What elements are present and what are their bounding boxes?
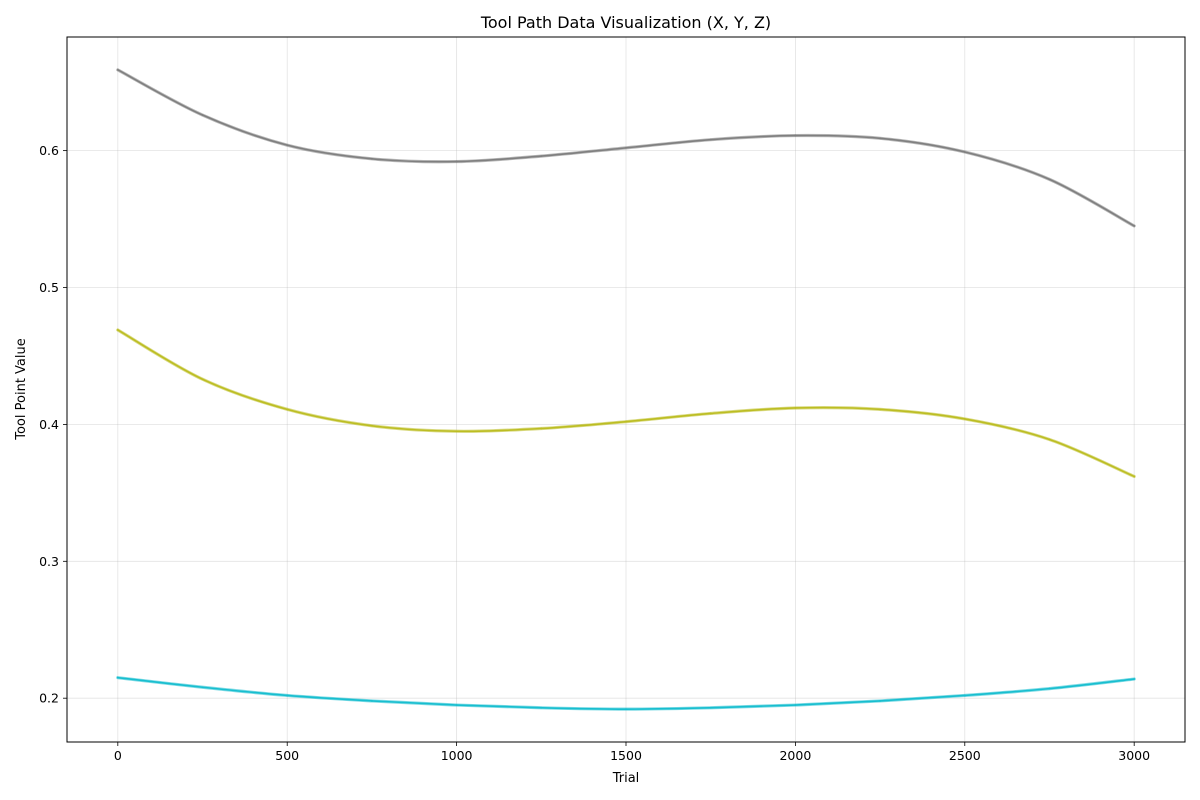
series-3-point	[879, 700, 881, 702]
series-2-point	[116, 329, 119, 331]
y-tick-label: 0.6	[39, 143, 59, 158]
series-1-point	[794, 134, 797, 137]
series-3-point	[455, 704, 458, 706]
series-3-point	[201, 686, 204, 689]
grid	[67, 37, 1185, 742]
series-1-point	[625, 146, 627, 149]
y-tick-label: 0.5	[39, 280, 59, 295]
x-tick-label: 0	[114, 748, 122, 763]
series-2-point	[1133, 475, 1136, 478]
series-1-point	[286, 144, 289, 147]
series-3-point	[794, 704, 797, 706]
y-tick-label: 0.4	[39, 417, 59, 432]
x-tick-label: 1500	[610, 748, 642, 763]
series-1-point	[540, 155, 543, 157]
series-3-point	[709, 706, 712, 709]
y-tick-label: 0.2	[39, 691, 59, 706]
series-1-point	[1133, 225, 1136, 227]
series-1-point	[879, 137, 881, 140]
series-2-point	[455, 430, 458, 433]
series-3-point	[963, 694, 966, 697]
series-3-point	[1048, 687, 1051, 690]
series-2-point	[879, 408, 881, 411]
series-2-point	[540, 427, 543, 430]
series-3-point	[371, 700, 373, 702]
series-2-point	[709, 412, 712, 415]
series-2-point	[1048, 438, 1051, 441]
series-1-point	[455, 160, 458, 163]
y-axis-label: Tool Point Value	[14, 338, 29, 441]
series-1-point	[371, 157, 373, 160]
x-tick-label: 2000	[779, 748, 811, 763]
series-3-point	[625, 708, 627, 711]
x-tick-label: 1000	[441, 748, 473, 763]
series-1-point	[963, 151, 966, 153]
series-1-point	[116, 68, 119, 71]
series-2-point	[286, 408, 289, 411]
x-tick-label: 3000	[1118, 748, 1150, 763]
series-3-point	[540, 706, 543, 709]
series-1-point	[709, 138, 712, 141]
series-2-point	[794, 407, 797, 409]
series-group	[116, 68, 1136, 711]
series-3-point	[1133, 678, 1136, 680]
series-2-point	[963, 418, 966, 420]
series-3-point	[286, 694, 289, 697]
series-3-point	[116, 676, 119, 679]
chart-title: Tool Path Data Visualization (X, Y, Z)	[480, 13, 771, 32]
x-tick-label: 2500	[949, 748, 981, 763]
series-2-point	[371, 424, 373, 427]
y-tick-label: 0.3	[39, 554, 59, 569]
x-tick-label: 500	[275, 748, 299, 763]
series-2-point	[625, 420, 627, 423]
series-2-point	[201, 378, 204, 381]
x-axis-ticks: 0 500 1000 1500 2000 2500 3000	[114, 742, 1150, 763]
x-axis-label: Trial	[612, 771, 640, 786]
series-1-point	[1048, 178, 1051, 181]
y-axis-ticks: 0.2 0.3 0.4 0.5 0.6	[39, 143, 67, 706]
series-1-point	[201, 114, 204, 116]
